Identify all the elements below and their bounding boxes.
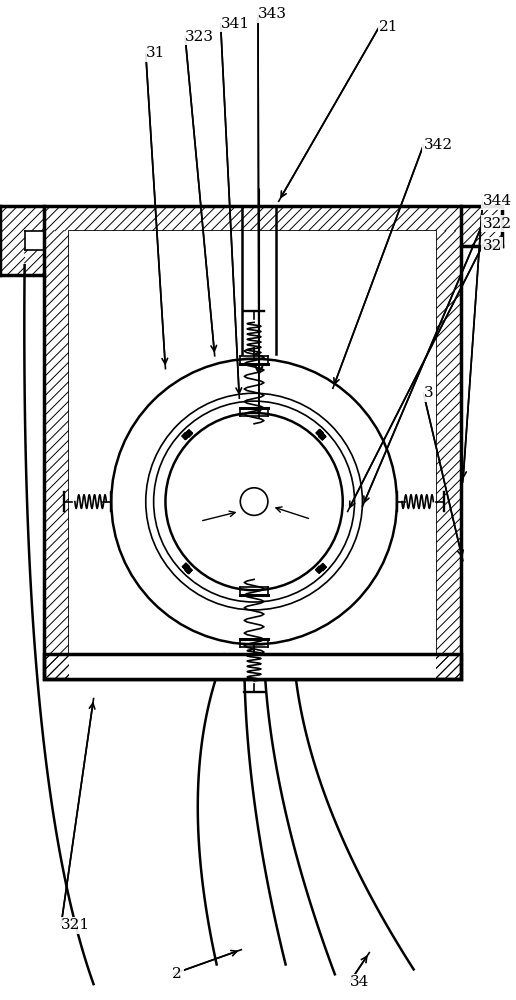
- Bar: [44, 206, 461, 679]
- Circle shape: [111, 359, 397, 644]
- Circle shape: [240, 488, 268, 515]
- Bar: [69, 654, 437, 681]
- Circle shape: [166, 413, 343, 590]
- Text: 321: 321: [61, 918, 90, 932]
- Text: 31: 31: [146, 46, 165, 60]
- Bar: [44, 654, 461, 679]
- Circle shape: [146, 393, 362, 610]
- Text: 34: 34: [350, 975, 369, 989]
- Text: 3: 3: [424, 386, 433, 400]
- Text: 341: 341: [221, 17, 250, 31]
- Text: 2: 2: [172, 967, 182, 981]
- Text: 343: 343: [258, 7, 287, 21]
- Bar: [69, 231, 437, 654]
- Text: 342: 342: [424, 138, 453, 152]
- Bar: [69, 231, 437, 654]
- Text: 323: 323: [185, 30, 214, 44]
- Text: 344: 344: [482, 194, 512, 208]
- Bar: [44, 206, 461, 231]
- Circle shape: [154, 401, 354, 602]
- Text: 32: 32: [482, 239, 502, 253]
- Text: 322: 322: [482, 217, 512, 231]
- Text: 21: 21: [379, 20, 399, 34]
